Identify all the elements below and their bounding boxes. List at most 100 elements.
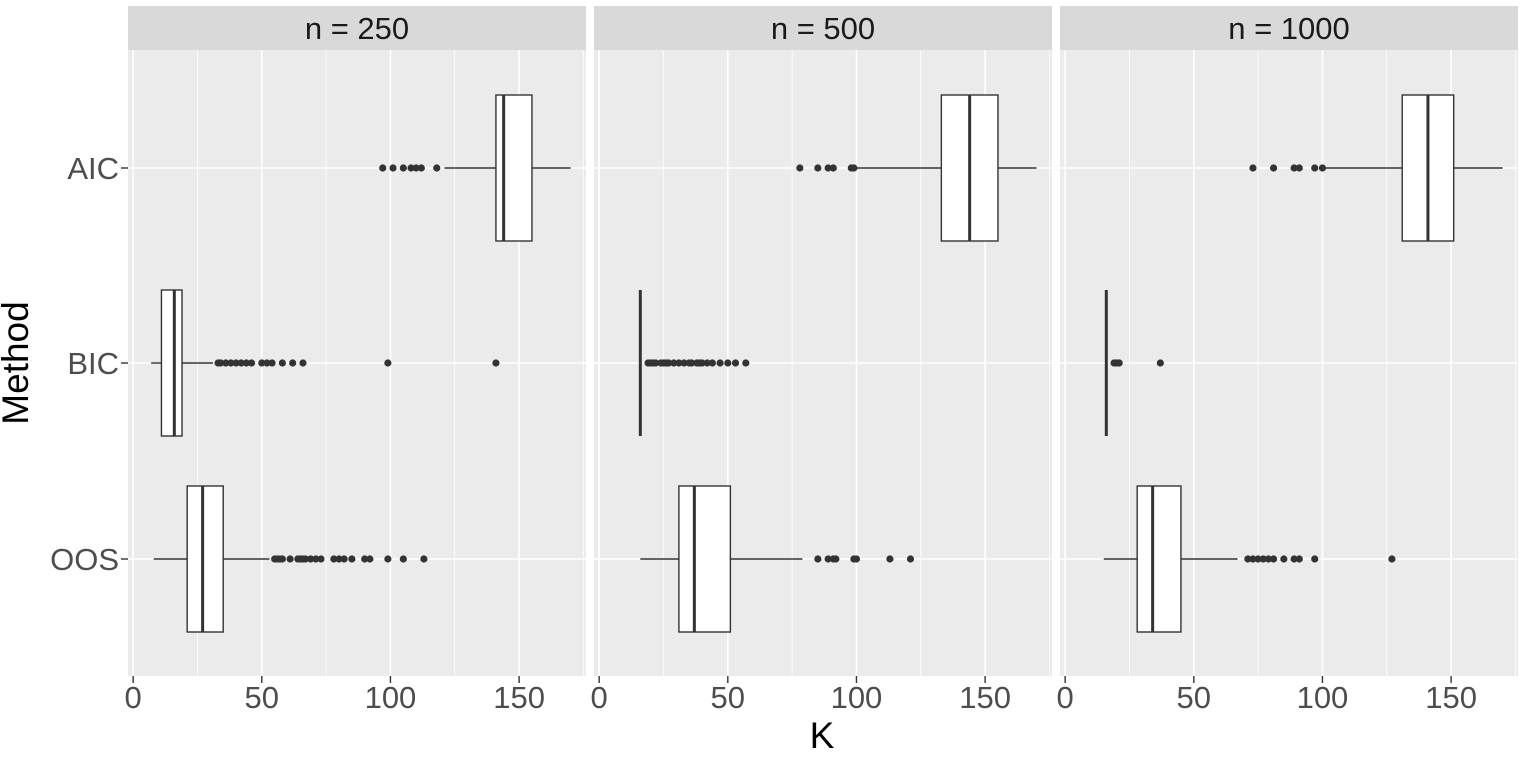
outlier-point — [317, 555, 325, 563]
outlier-point — [384, 555, 392, 563]
outlier-point — [242, 359, 250, 367]
outlier-point — [348, 555, 356, 563]
outlier-point — [680, 359, 688, 367]
outlier-point — [1290, 164, 1298, 172]
outlier-point — [708, 359, 716, 367]
outlier-point — [433, 164, 441, 172]
outlier-point — [307, 555, 315, 563]
outlier-point — [247, 359, 256, 367]
x-tick-label: 100 — [365, 680, 417, 715]
outlier-point — [268, 359, 276, 367]
outlier-point — [886, 555, 894, 563]
outlier-point — [366, 555, 374, 563]
box-iqr — [1136, 485, 1182, 633]
facet-strip — [1060, 6, 1518, 50]
panel-3: n = 1000 0 50 100 150 — [1057, 6, 1518, 715]
outlier-point — [361, 555, 369, 563]
outlier-point — [1115, 359, 1123, 367]
facet-strip — [594, 6, 1052, 50]
outlier-point — [742, 359, 750, 367]
outlier-point — [232, 359, 240, 367]
outlier-point — [335, 555, 343, 563]
outlier-point — [850, 164, 858, 172]
outlier-point — [724, 359, 732, 367]
outlier-point — [1388, 555, 1396, 563]
outlier-point — [824, 164, 832, 172]
boxplot-oos — [153, 485, 428, 633]
outlier-point — [796, 164, 804, 172]
outlier-point — [1259, 555, 1267, 563]
boxplot-bic — [151, 289, 500, 437]
boxplot-aic — [796, 94, 1037, 242]
outlier-point — [675, 359, 683, 367]
x-tick-label: 0 — [125, 680, 142, 715]
outlier-point — [299, 359, 307, 367]
outlier-point — [824, 555, 832, 563]
outlier-point — [731, 359, 740, 367]
outlier-point — [412, 164, 420, 172]
y-tick-label: BIC — [67, 346, 119, 381]
outlier-point — [1254, 555, 1262, 563]
boxplot-oos — [1103, 485, 1396, 633]
x-tick-label: 150 — [1425, 680, 1477, 715]
y-axis: AIC BIC OOS — [50, 151, 128, 577]
outlier-point — [906, 555, 915, 563]
panel-1: n = 250 0 50 100 150 — [125, 6, 586, 715]
outlier-point — [399, 555, 407, 563]
x-tick-label: 50 — [245, 680, 279, 715]
outlier-point — [278, 359, 286, 367]
outlier-point — [278, 555, 286, 563]
outlier-point — [379, 164, 387, 172]
outlier-point — [420, 555, 428, 563]
facet-strip — [128, 6, 586, 50]
outlier-point — [688, 359, 696, 367]
box-iqr — [678, 485, 732, 633]
y-axis-title: Method — [0, 301, 36, 424]
outlier-point — [665, 359, 673, 367]
outlier-point — [1249, 164, 1257, 172]
outlier-point — [384, 359, 392, 367]
outlier-point — [832, 555, 840, 563]
outlier-point — [698, 359, 706, 367]
outlier-point — [340, 555, 348, 563]
outlier-point — [301, 555, 310, 563]
outlier-point — [217, 359, 225, 367]
outlier-point — [716, 359, 724, 367]
x-tick-label: 150 — [959, 680, 1011, 715]
outlier-point — [417, 164, 425, 172]
facet-strip-label: n = 500 — [771, 11, 875, 46]
boxplot-aic — [1249, 94, 1503, 242]
x-axis-title: K — [810, 715, 835, 756]
outlier-point — [1156, 359, 1164, 367]
outlier-point — [222, 359, 230, 367]
outlier-point — [652, 359, 660, 367]
x-tick-label: 50 — [711, 680, 745, 715]
outlier-point — [237, 359, 245, 367]
outlier-point — [399, 164, 407, 172]
outlier-point — [312, 555, 320, 563]
x-tick-label: 100 — [1297, 680, 1349, 715]
outlier-point — [1264, 555, 1273, 563]
outlier-point — [258, 359, 266, 367]
y-tick-label: OOS — [50, 542, 119, 577]
outlier-point — [289, 359, 297, 367]
outlier-point — [1269, 164, 1278, 172]
outlier-point — [1295, 164, 1303, 172]
outlier-point — [1311, 555, 1319, 563]
outlier-point — [286, 555, 294, 563]
outlier-point — [1290, 555, 1298, 563]
box-iqr — [186, 485, 224, 633]
outlier-point — [1295, 555, 1303, 563]
panel-2: n = 500 0 50 100 150 — [591, 6, 1052, 715]
boxplot-aic — [379, 94, 571, 242]
outlier-point — [263, 359, 271, 367]
outlier-point — [670, 359, 678, 367]
x-tick-label: 100 — [831, 680, 883, 715]
outlier-point — [492, 359, 500, 367]
box-iqr — [160, 289, 183, 437]
x-tick-label: 50 — [1177, 680, 1211, 715]
outlier-point — [814, 555, 822, 563]
outlier-point — [1269, 555, 1278, 563]
